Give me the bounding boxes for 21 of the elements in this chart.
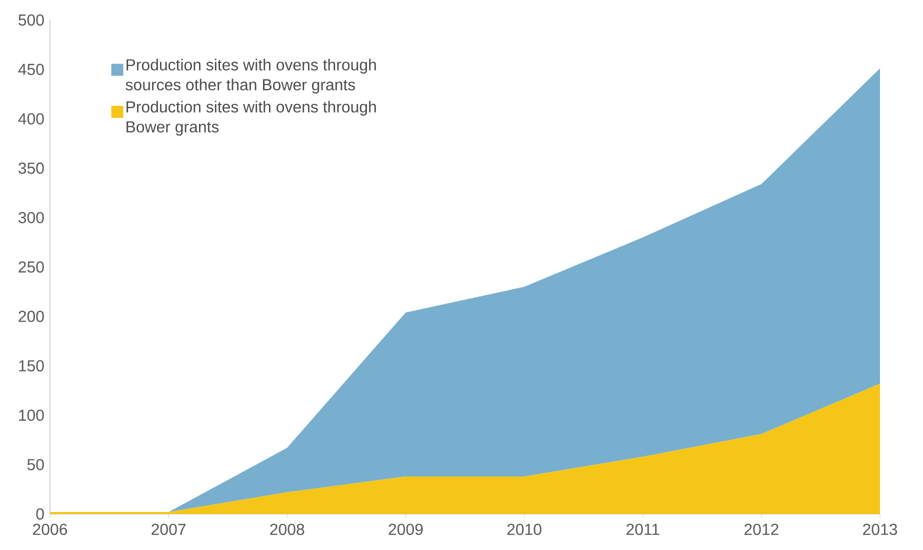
y-tick-label: 300 bbox=[18, 212, 44, 224]
x-tick-label: 2008 bbox=[270, 524, 304, 536]
x-tick-label: 2012 bbox=[744, 524, 778, 536]
y-tick-label: 150 bbox=[19, 360, 44, 372]
y-tick-label: 500 bbox=[18, 14, 44, 26]
y-tick-label: 450 bbox=[18, 64, 44, 76]
legend-label: Production sites with ovens through sources other than Bower grants bbox=[126, 58, 376, 94]
y-tick-label: 200 bbox=[18, 310, 44, 322]
x-tick-label: 2009 bbox=[388, 524, 423, 536]
y-tick-label: 250 bbox=[18, 261, 44, 273]
y-tick-label: 400 bbox=[18, 113, 44, 124]
y-tick-label: 50 bbox=[27, 458, 44, 470]
x-tick-label: 2006 bbox=[33, 524, 68, 536]
legend-label: Production sites with ovens through Bower grants bbox=[126, 100, 376, 136]
y-tick-label: 350 bbox=[18, 162, 44, 174]
y-tick-label: 0 bbox=[36, 508, 44, 520]
x-tick-label: 2011 bbox=[626, 524, 660, 536]
x-tick-label: 2010 bbox=[507, 524, 542, 536]
y-tick-label: 100 bbox=[19, 410, 44, 421]
x-tick-label: 2007 bbox=[152, 524, 186, 536]
x-tick-label: 2013 bbox=[863, 524, 898, 536]
